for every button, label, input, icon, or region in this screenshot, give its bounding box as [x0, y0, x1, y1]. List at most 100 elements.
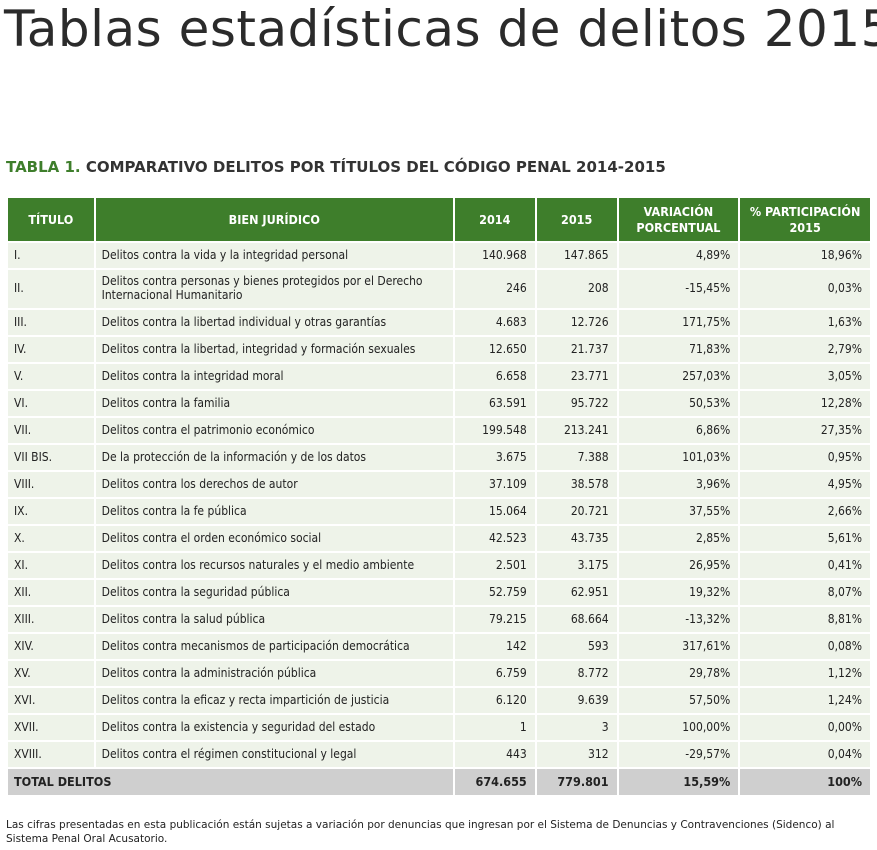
cell-2015: 3.175 — [536, 553, 617, 578]
cell-titulo: II. — [8, 270, 94, 308]
table-row: VIII. Delitos contra los derechos de auto… — [8, 472, 870, 497]
cell-participacion: 0,04% — [740, 742, 870, 767]
cell-2014: 4.683 — [454, 310, 535, 335]
table-row: IX. Delitos contra la fe pública 15.064 20.… — [8, 499, 870, 524]
cell-bien-juridico: Delitos contra los recursos naturales y … — [95, 553, 453, 578]
cell-variacion: -15,45% — [618, 270, 739, 308]
cell-variacion: 2,85% — [618, 526, 739, 551]
cell-titulo: XVII. — [8, 715, 94, 740]
cell-2014: 37.109 — [454, 472, 535, 497]
cell-participacion: 1,24% — [740, 688, 870, 713]
cell-bien-juridico: Delitos contra la libertad, integridad y… — [95, 337, 453, 362]
cell-2015: 147.865 — [536, 243, 617, 268]
total-participacion: 100% — [740, 769, 870, 795]
cell-bien-juridico: Delitos contra la seguridad pública — [95, 580, 453, 605]
header-2015: 2015 — [536, 198, 617, 241]
cell-titulo: XII. — [8, 580, 94, 605]
cell-2015: 3 — [536, 715, 617, 740]
cell-2014: 2.501 — [454, 553, 535, 578]
cell-2015: 7.388 — [536, 445, 617, 470]
cell-titulo: XI. — [8, 553, 94, 578]
total-label: TOTAL DELITOS — [8, 769, 453, 795]
cell-bien-juridico: Delitos contra la vida y la integridad p… — [95, 243, 453, 268]
cell-participacion: 0,00% — [740, 715, 870, 740]
cell-titulo: X. — [8, 526, 94, 551]
cell-variacion: 4,89% — [618, 243, 739, 268]
cell-participacion: 2,79% — [740, 337, 870, 362]
cell-variacion: 171,75% — [618, 310, 739, 335]
cell-2014: 199.548 — [454, 418, 535, 443]
cell-participacion: 12,28% — [740, 391, 870, 416]
header-titulo: TÍTULO — [8, 198, 94, 241]
cell-variacion: 19,32% — [618, 580, 739, 605]
cell-2014: 6.120 — [454, 688, 535, 713]
total-2014: 674.655 — [454, 769, 535, 795]
cell-bien-juridico: Delitos contra la fe pública — [95, 499, 453, 524]
cell-titulo: VIII. — [8, 472, 94, 497]
cell-2014: 443 — [454, 742, 535, 767]
cell-2015: 593 — [536, 634, 617, 659]
cell-2014: 6.658 — [454, 364, 535, 389]
cell-bien-juridico: Delitos contra la integridad moral — [95, 364, 453, 389]
table-row: VII. Delitos contra el patrimonio económi… — [8, 418, 870, 443]
table-row: XII. Delitos contra la seguridad pública 5… — [8, 580, 870, 605]
table-row: X. Delitos contra el orden económico soci… — [8, 526, 870, 551]
cell-participacion: 2,66% — [740, 499, 870, 524]
header-variacion: VARIACIÓN PORCENTUAL — [618, 198, 739, 241]
cell-2015: 208 — [536, 270, 617, 308]
cell-2014: 3.675 — [454, 445, 535, 470]
cell-2015: 21.737 — [536, 337, 617, 362]
cell-bien-juridico: Delitos contra la salud pública — [95, 607, 453, 632]
table-row: XI. Delitos contra los recursos naturales… — [8, 553, 870, 578]
cell-participacion: 27,35% — [740, 418, 870, 443]
cell-titulo: VII. — [8, 418, 94, 443]
cell-titulo: XVI. — [8, 688, 94, 713]
cell-bien-juridico: Delitos contra la eficaz y recta imparti… — [95, 688, 453, 713]
table-row: XV. Delitos contra la administración públ… — [8, 661, 870, 686]
table-body: I. Delitos contra la vida y la integridad… — [8, 243, 870, 767]
cell-titulo: I. — [8, 243, 94, 268]
cell-2014: 79.215 — [454, 607, 535, 632]
cell-titulo: IV. — [8, 337, 94, 362]
cell-variacion: 71,83% — [618, 337, 739, 362]
table-row: I. Delitos contra la vida y la integridad… — [8, 243, 870, 268]
cell-variacion: 29,78% — [618, 661, 739, 686]
cell-participacion: 18,96% — [740, 243, 870, 268]
table-row: XVII. Delitos contra la existencia y segu… — [8, 715, 870, 740]
cell-variacion: 3,96% — [618, 472, 739, 497]
cell-titulo: V. — [8, 364, 94, 389]
footnote: Las cifras presentadas en esta publicaci… — [6, 819, 835, 846]
cell-2014: 15.064 — [454, 499, 535, 524]
cell-bien-juridico: Delitos contra el orden económico social — [95, 526, 453, 551]
cell-2014: 6.759 — [454, 661, 535, 686]
cell-variacion: 26,95% — [618, 553, 739, 578]
table-row: XIV. Delitos contra mecanismos de partici… — [8, 634, 870, 659]
cell-bien-juridico: Delitos contra mecanismos de participaci… — [95, 634, 453, 659]
cell-variacion: 50,53% — [618, 391, 739, 416]
cell-participacion: 0,03% — [740, 270, 870, 308]
cell-bien-juridico: De la protección de la información y de … — [95, 445, 453, 470]
cell-2015: 23.771 — [536, 364, 617, 389]
table-row: XVI. Delitos contra la eficaz y recta imp… — [8, 688, 870, 713]
total-2015: 779.801 — [536, 769, 617, 795]
table-caption-label: TABLA 1. — [6, 158, 81, 176]
table-header-row: TÍTULO BIEN JURÍDICO 2014 2015 VARIACIÓN… — [8, 198, 870, 241]
cell-variacion: -13,32% — [618, 607, 739, 632]
total-variacion: 15,59% — [618, 769, 739, 795]
cell-participacion: 0,95% — [740, 445, 870, 470]
cell-titulo: XV. — [8, 661, 94, 686]
cell-bien-juridico: Delitos contra los derechos de autor — [95, 472, 453, 497]
header-2014: 2014 — [454, 198, 535, 241]
cell-participacion: 1,12% — [740, 661, 870, 686]
cell-participacion: 4,95% — [740, 472, 870, 497]
cell-titulo: XIV. — [8, 634, 94, 659]
table-total-row: TOTAL DELITOS 674.655 779.801 15,59% 100… — [8, 769, 870, 795]
cell-2015: 38.578 — [536, 472, 617, 497]
cell-bien-juridico: Delitos contra la existencia y seguridad… — [95, 715, 453, 740]
cell-participacion: 1,63% — [740, 310, 870, 335]
header-bien-juridico: BIEN JURÍDICO — [95, 198, 453, 241]
cell-bien-juridico: Delitos contra el patrimonio económico — [95, 418, 453, 443]
page-title: Tablas estadísticas de delitos 2015 — [4, 0, 877, 58]
cell-2015: 62.951 — [536, 580, 617, 605]
crimes-table: TÍTULO BIEN JURÍDICO 2014 2015 VARIACIÓN… — [6, 196, 872, 797]
